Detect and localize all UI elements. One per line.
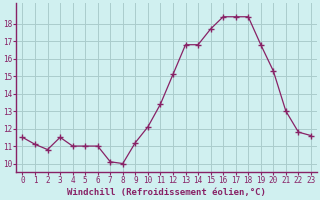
X-axis label: Windchill (Refroidissement éolien,°C): Windchill (Refroidissement éolien,°C)	[67, 188, 266, 197]
